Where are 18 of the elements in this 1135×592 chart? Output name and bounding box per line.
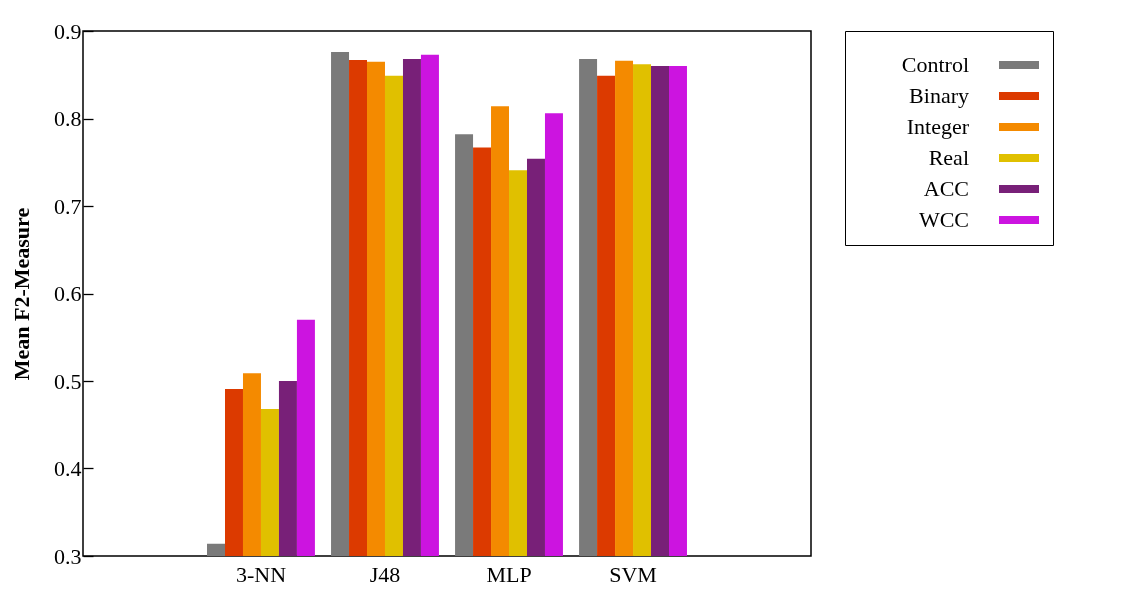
x-tick-label: SVM	[609, 561, 657, 587]
x-tick-label: MLP	[486, 561, 532, 587]
legend-label: ACC	[923, 176, 969, 201]
y-tick-label: 0.4	[54, 456, 82, 481]
y-tick-label: 0.3	[54, 543, 82, 569]
y-tick-label: 0.6	[54, 281, 82, 306]
legend-label: Integer	[906, 114, 970, 139]
legend-label: Binary	[909, 83, 969, 108]
legend-label: Real	[928, 145, 969, 170]
y-tick-label: 0.9	[54, 18, 82, 44]
y-tick-label: 0.8	[54, 106, 82, 131]
legend-label: WCC	[918, 207, 969, 232]
y-axis-title: Mean F2-Measure	[9, 207, 34, 381]
y-tick-label: 0.5	[54, 368, 82, 394]
x-tick-label: J48	[369, 561, 401, 587]
y-tick-label: 0.7	[54, 193, 82, 219]
x-tick-label: 3-NN	[235, 561, 287, 587]
legend-label: Control	[901, 52, 969, 77]
